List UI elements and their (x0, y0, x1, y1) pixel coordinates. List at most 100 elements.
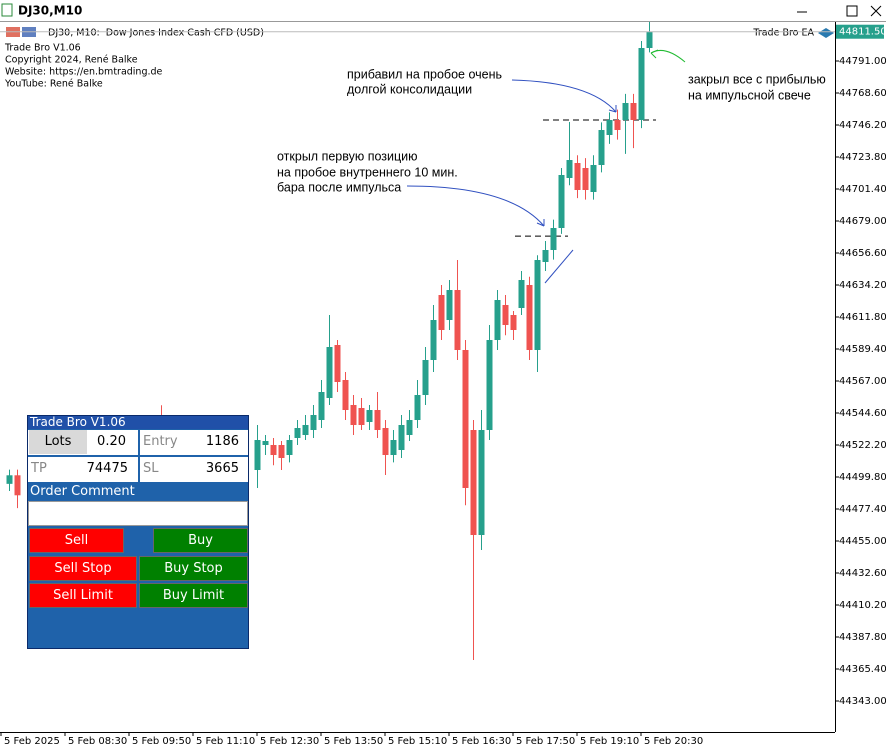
comment-input[interactable] (28, 501, 248, 526)
sl-value[interactable]: 3665 (205, 461, 239, 476)
maximize-button[interactable] (846, 5, 858, 17)
candle-body (526, 285, 533, 350)
candle-body (590, 165, 597, 192)
candle-body (478, 430, 485, 535)
candle-body (630, 103, 637, 120)
row (140, 457, 248, 482)
y-tick-label: 44589.40 (839, 344, 886, 355)
close-button[interactable] (870, 5, 882, 17)
y-tick-label: 44656.60 (839, 248, 886, 259)
candle-body (454, 290, 461, 350)
y-tick-label: 44387.80 (839, 632, 886, 643)
annotation: долгой консолидации (347, 82, 472, 96)
sell-limit-button[interactable]: Sell Limit (29, 583, 137, 608)
y-tick-label: 44791.00 (839, 56, 886, 67)
candle-body (382, 428, 389, 455)
y-tick-label: 44634.20 (839, 280, 886, 291)
lots-value[interactable]: 0.20 (97, 434, 126, 449)
candle-body (14, 475, 21, 496)
candle-body (438, 295, 445, 330)
candle-body (254, 440, 261, 470)
annotation: открыл первую позицию (277, 149, 418, 163)
x-tick-label: 5 Feb 2025 (4, 736, 60, 747)
y-tick-label: 44477.40 (839, 504, 886, 515)
info-line: Copyright 2024, René Balke (5, 55, 138, 66)
y-tick-label: 44746.20 (839, 120, 886, 131)
chart-subtitle: DJ30, M10: Dow Jones Index Cash CFD (USD… (48, 28, 264, 39)
candle-body (606, 120, 613, 135)
x-tick-label: 5 Feb 09:50 (132, 736, 191, 747)
candle-body (446, 290, 453, 320)
y-tick-label: 44365.40 (839, 664, 886, 675)
candle-body (366, 410, 373, 422)
info-line: YouTube: René Balke (4, 79, 103, 90)
entry-value[interactable]: 1186 (205, 434, 239, 449)
x-tick-label: 5 Feb 19:10 (580, 736, 639, 747)
x-tick-label: 5 Feb 17:50 (516, 736, 575, 747)
y-tick-label: 44611.80 (839, 312, 886, 323)
candle-body (334, 345, 341, 382)
y-tick-label: 44432.60 (839, 568, 886, 579)
candle-body (518, 280, 525, 308)
tp-label: TP (31, 461, 47, 476)
candle-body (462, 350, 469, 488)
y-tick-label: 44499.80 (839, 472, 886, 483)
arrow (406, 185, 545, 227)
trade-panel: Trade Bro V1.06 Lots 0.20 Entry 1186 TP … (27, 415, 249, 649)
buy-button[interactable]: Buy (153, 528, 248, 553)
y-tick-label: 44768.60 (839, 88, 886, 99)
price-label-box (836, 24, 884, 39)
y-tick-label: 44544.60 (839, 408, 886, 419)
annotation: бара после импульса (277, 180, 401, 194)
candle-body (638, 48, 645, 120)
candle-body (342, 380, 349, 410)
candle-body (534, 260, 541, 350)
x-tick-label: 5 Feb 20:30 (644, 736, 703, 747)
sl-label: SL (143, 461, 159, 476)
y-tick-label: 44522.20 (839, 440, 886, 451)
y-tick-label: 44410.20 (839, 600, 886, 611)
info-line: Trade Bro V1.06 (4, 43, 81, 54)
candle-body (566, 160, 573, 178)
window-title: DJ30,M10 (18, 4, 82, 18)
title-bar (0, 0, 886, 21)
candle-body (646, 32, 653, 48)
panel-title: Trade Bro V1.06 (28, 416, 248, 429)
price-label: 44811.50 (839, 27, 886, 38)
candle-body (510, 315, 517, 330)
candle-body (302, 425, 309, 435)
candle-body (270, 445, 277, 455)
candle-body (358, 408, 365, 425)
candle-body (6, 475, 13, 484)
entry-label: Entry (143, 434, 178, 449)
candle-body (494, 300, 501, 340)
sell-button[interactable]: Sell (29, 528, 124, 553)
info-line: Website: https://en.bmtrading.de (5, 67, 163, 78)
arrow-head (536, 219, 545, 227)
candle-body (622, 103, 629, 120)
candle-body (470, 430, 477, 535)
annotation: на импульсной свече (688, 88, 811, 102)
candle-body (262, 441, 269, 445)
comment-label: Order Comment (30, 484, 135, 499)
candle-body (598, 130, 605, 165)
window-icon (1, 3, 13, 17)
y-tick-label: 44679.00 (839, 216, 886, 227)
candle-body (318, 392, 325, 420)
annotation: на пробое внутреннего 10 мин. (277, 165, 458, 179)
buy-limit-button[interactable]: Buy Limit (139, 583, 248, 608)
y-tick-label: 44701.40 (839, 184, 886, 195)
buy-stop-button[interactable]: Buy Stop (139, 556, 248, 581)
sell-stop-button[interactable]: Sell Stop (29, 556, 137, 581)
row (28, 457, 138, 482)
arrow-head (608, 105, 617, 113)
tp-value[interactable]: 74475 (86, 461, 128, 476)
candle-body (406, 420, 413, 435)
candle-body (582, 168, 589, 190)
arrow (511, 79, 617, 113)
annotation: прибавил на пробое очень (347, 67, 502, 81)
candle-body (350, 405, 357, 425)
y-tick-label: 44723.80 (839, 152, 886, 163)
x-tick-label: 5 Feb 16:30 (452, 736, 511, 747)
y-tick-label: 44455.00 (839, 536, 886, 547)
